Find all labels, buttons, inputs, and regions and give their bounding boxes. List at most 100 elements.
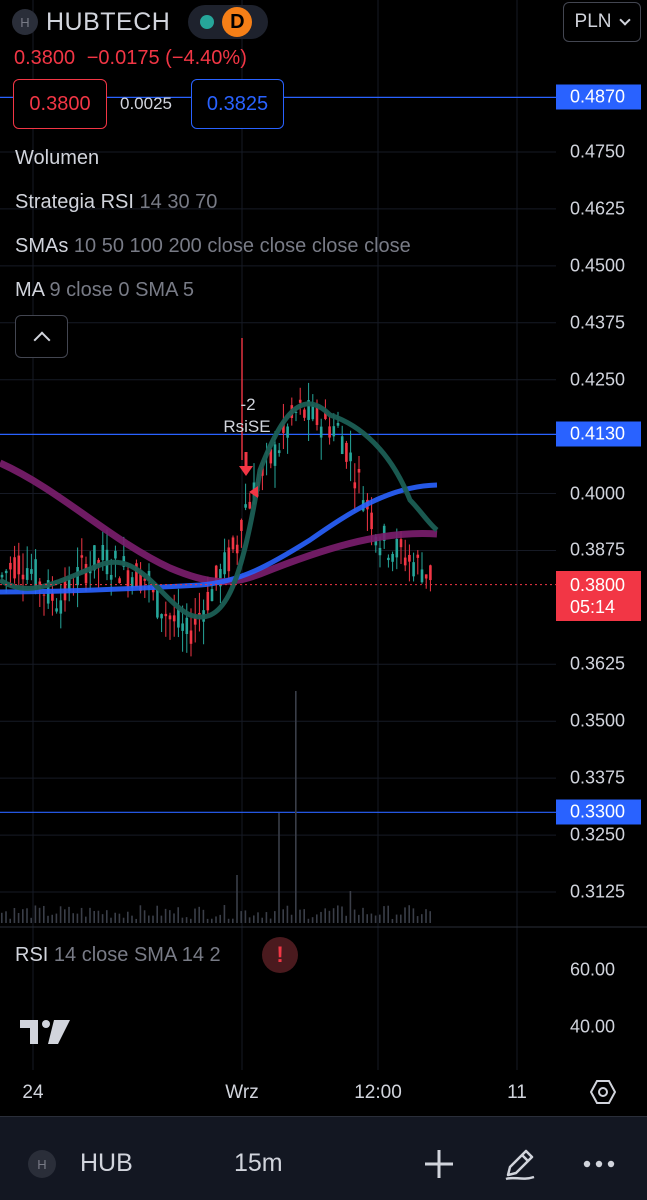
candle-body (210, 589, 214, 602)
volume-bar (206, 918, 209, 923)
candle-body (172, 615, 176, 622)
bottom-symbol-button[interactable]: HUB (80, 1149, 133, 1177)
current-price-value: 0.3800 (570, 575, 626, 595)
symbol-title[interactable]: HUBTECH (46, 7, 171, 36)
exchange-badge: H (12, 9, 38, 35)
volume-bar (324, 908, 326, 923)
legend-volume[interactable]: Wolumen (15, 147, 99, 170)
horizontal-line-price-label[interactable]: 0.3300 (556, 799, 641, 825)
legend-ma[interactable]: MA 9 close 0 SMA 5 (15, 279, 194, 302)
candle-body (315, 405, 319, 425)
candle-body (17, 555, 21, 575)
legend-volume-name: Wolumen (15, 147, 100, 169)
horizontal-line-price-label[interactable]: 0.4870 (556, 84, 641, 110)
candle-body (214, 565, 218, 582)
market-status-pill[interactable]: D (188, 5, 269, 39)
collapse-legend-button[interactable] (15, 315, 68, 358)
candle-body (198, 612, 201, 616)
buy-button[interactable]: 0.3825 (191, 79, 284, 129)
volume-bar (332, 908, 335, 923)
sma-green-line (0, 401, 439, 620)
candle-body (67, 576, 71, 592)
volume-bar (370, 913, 373, 923)
horizontal-line-price-label[interactable]: 0.4130 (556, 421, 641, 447)
rsi-warning-icon[interactable]: ! (262, 937, 298, 973)
volume-bar (337, 905, 339, 923)
drawing-pencil-icon[interactable] (500, 1145, 538, 1183)
price-change-line: 0.3800 −0.0175 (−4.40%) (14, 47, 247, 70)
candle-body (370, 512, 373, 530)
volume-bar (80, 907, 83, 923)
rsi-legend[interactable]: RSI 14 close SMA 14 2 (15, 944, 221, 967)
volume-bar (114, 912, 116, 923)
time-tick-11: 11 (507, 1082, 527, 1103)
candle-body (0, 574, 4, 578)
price-tick: 0.3125 (570, 881, 626, 902)
volume-bar (383, 906, 385, 923)
candle-body (324, 411, 327, 419)
symbol-header[interactable]: H HUBTECH D (12, 4, 269, 40)
volume-bar (72, 913, 74, 923)
legend-smas-params: 10 50 100 200 close close close close (73, 235, 411, 257)
candle-body (164, 613, 168, 617)
add-plus-icon[interactable] (420, 1145, 458, 1183)
volume-bar (59, 906, 62, 923)
last-price: 0.3800 (14, 47, 76, 69)
chart-grid (0, 0, 556, 1070)
volume-bar (248, 917, 251, 923)
volume-bar (55, 913, 58, 923)
volume-bar (416, 916, 419, 923)
candle-body (227, 547, 231, 572)
volume-bar (353, 909, 356, 923)
volume-bar (164, 908, 167, 923)
candle-body (282, 421, 285, 433)
currency-select[interactable]: PLN (563, 2, 641, 42)
price-tick: 0.3500 (570, 710, 626, 731)
candle-body (387, 557, 390, 561)
volume-bar (425, 909, 427, 923)
volume-bar (173, 913, 175, 923)
interval-button[interactable]: 15m (234, 1149, 283, 1177)
sma-blue-line (0, 482, 438, 595)
candle-body (403, 557, 407, 566)
candle-body (206, 591, 210, 611)
spread-value: 0.0025 (120, 94, 172, 113)
candle-body (429, 565, 432, 581)
candle-body (349, 452, 352, 462)
volume-bar (139, 905, 142, 923)
price-tick: 0.3375 (570, 767, 626, 788)
legend-smas[interactable]: SMAs 10 50 100 200 close close close clo… (15, 235, 411, 258)
volume-bar (412, 908, 415, 923)
candle-body (336, 423, 340, 426)
tradingview-logo-icon[interactable] (20, 1018, 72, 1046)
candle-body (231, 537, 235, 550)
legend-ma-params: 9 close 0 SMA 5 (49, 279, 194, 301)
sell-button[interactable]: 0.3800 (13, 79, 107, 129)
more-menu-icon[interactable] (580, 1145, 618, 1183)
volume-bar (391, 918, 394, 923)
candle-body (332, 426, 336, 437)
volume-bar (190, 918, 192, 923)
volume-bar (97, 910, 100, 923)
candle-body (130, 577, 134, 588)
volume-bar (404, 907, 406, 923)
rsi-tick-40: 40.00 (570, 1016, 616, 1037)
bar-countdown: 05:14 (570, 597, 616, 617)
candle-body (235, 544, 239, 554)
signal-marker: -2 RsiSE (223, 395, 271, 498)
candle-body (21, 574, 25, 580)
price-tick: 0.3875 (570, 539, 626, 560)
legend-strategy[interactable]: Strategia RSI 14 30 70 (15, 191, 217, 214)
candle-body (244, 504, 247, 508)
volume-bar (349, 891, 352, 923)
volume-bar (9, 918, 11, 923)
price-tick: 0.4500 (570, 255, 626, 276)
chart-settings-gear-icon[interactable] (590, 1079, 616, 1105)
volume-bar (387, 905, 389, 923)
candle-body (378, 547, 382, 556)
volume-bar (13, 907, 16, 923)
volume-bar (358, 914, 360, 923)
candle-body (109, 574, 113, 580)
volume-bar (169, 910, 171, 923)
